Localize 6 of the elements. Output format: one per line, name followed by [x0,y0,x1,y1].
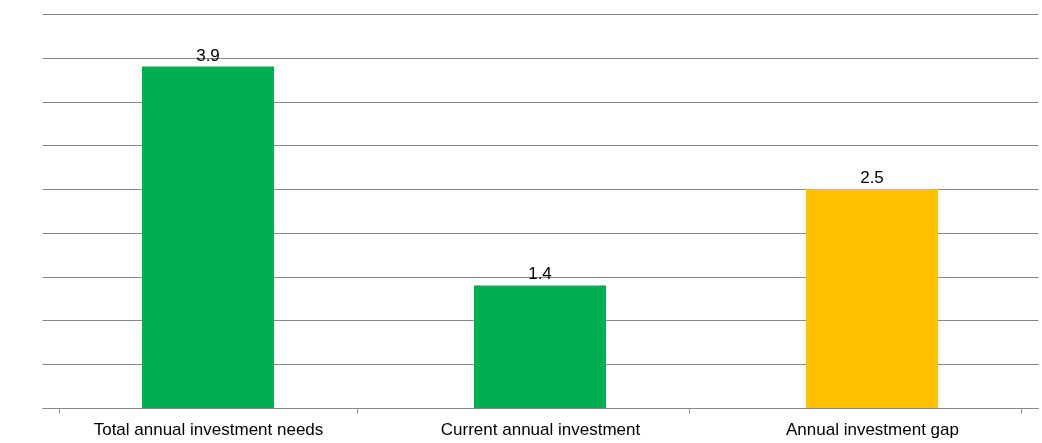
x-tick-label: Total annual investment needs [93,419,324,439]
data-label: 2.5 [860,168,884,188]
x-tick-label: Annual investment gap [786,419,959,439]
data-label: 3.9 [196,45,220,65]
x-tick-label: Current annual investment [440,419,641,439]
data-label: 1.4 [528,264,552,284]
